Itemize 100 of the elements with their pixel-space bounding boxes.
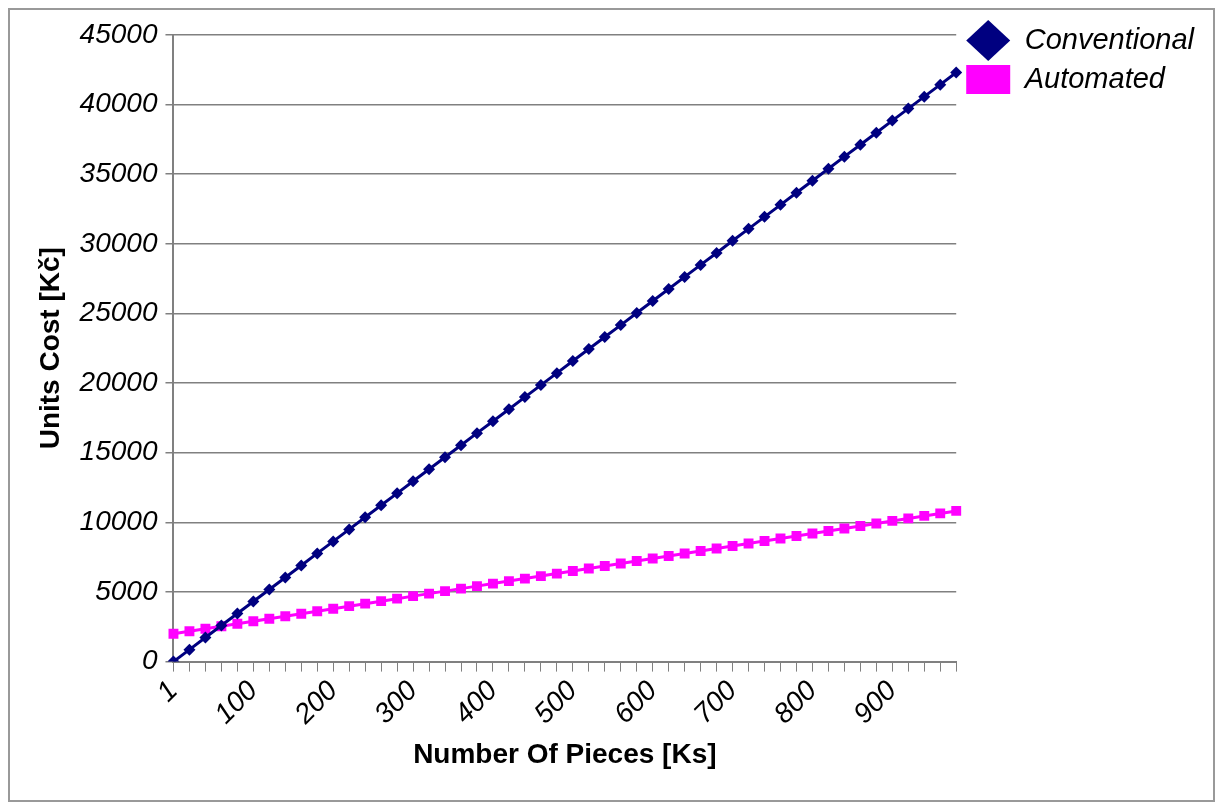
- x-tick-label: 200: [287, 674, 344, 730]
- point: [582, 343, 595, 356]
- point: [456, 583, 466, 594]
- point: [488, 578, 498, 589]
- point: [168, 628, 179, 639]
- point: [711, 543, 722, 554]
- point: [470, 427, 483, 440]
- point: [440, 586, 450, 597]
- point: [296, 608, 307, 619]
- x-tick-label: 800: [767, 674, 823, 730]
- legend-label: Automated: [1022, 61, 1166, 94]
- y-tick-label: 0: [141, 644, 158, 676]
- y-tick-label: 5000: [95, 574, 158, 606]
- point: [822, 162, 835, 175]
- point: [759, 536, 770, 546]
- point: [871, 518, 882, 529]
- point: [408, 591, 419, 602]
- point: [951, 505, 962, 516]
- point: [567, 566, 578, 577]
- y-tick-label: 30000: [79, 226, 158, 258]
- y-tick-label: 20000: [78, 365, 158, 397]
- point: [599, 561, 610, 571]
- y-tick-label: 45000: [79, 17, 158, 49]
- point: [183, 643, 196, 656]
- point: [678, 270, 691, 283]
- point: [887, 515, 898, 526]
- point: [312, 606, 323, 617]
- point: [391, 487, 404, 500]
- point: [534, 379, 547, 392]
- point: [790, 186, 803, 199]
- point: [854, 138, 867, 151]
- point: [935, 508, 946, 519]
- point: [647, 553, 658, 564]
- point: [646, 294, 659, 307]
- x-tick-label: 600: [607, 674, 663, 730]
- point: [727, 541, 738, 551]
- point: [870, 126, 883, 139]
- point: [407, 475, 420, 488]
- point: [248, 616, 259, 627]
- point: [791, 531, 802, 541]
- point: [918, 90, 931, 103]
- point: [328, 603, 339, 614]
- x-tick-label: 400: [447, 674, 504, 730]
- point: [472, 581, 482, 592]
- point: [455, 439, 467, 452]
- point: [327, 535, 340, 548]
- point: [264, 613, 275, 624]
- point: [376, 596, 387, 607]
- point: [392, 593, 403, 604]
- point: [758, 210, 771, 223]
- point: [598, 331, 611, 344]
- point: [199, 631, 212, 644]
- point: [886, 114, 899, 127]
- point: [247, 595, 260, 608]
- y-tick-label: 15000: [79, 435, 158, 467]
- point: [535, 571, 546, 582]
- y-tick-label: 10000: [79, 505, 158, 537]
- point: [807, 528, 818, 539]
- y-tick-label: 25000: [78, 296, 158, 328]
- point: [614, 319, 627, 332]
- point: [662, 283, 675, 296]
- y-axis-title: Units Cost [Kč]: [33, 247, 65, 450]
- point: [679, 548, 690, 559]
- point: [903, 513, 914, 524]
- point: [550, 367, 563, 380]
- point: [311, 547, 324, 560]
- y-tick-label: 35000: [79, 156, 158, 188]
- point: [566, 355, 579, 368]
- point: [519, 573, 530, 584]
- point: [742, 222, 755, 235]
- y-tick-label: 40000: [79, 87, 158, 119]
- point: [902, 102, 915, 115]
- point: [359, 511, 372, 524]
- point: [486, 415, 499, 428]
- point: [551, 568, 562, 579]
- point: [583, 563, 594, 574]
- point: [839, 523, 850, 534]
- x-tick-label: 500: [527, 674, 583, 730]
- point: [360, 598, 371, 609]
- x-axis-title: Number Of Pieces [Ks]: [413, 737, 717, 769]
- point: [200, 623, 211, 634]
- point: [663, 551, 674, 561]
- point: [503, 576, 514, 587]
- point: [280, 611, 291, 622]
- point: [710, 246, 723, 259]
- point: [375, 499, 388, 512]
- point: [695, 546, 706, 556]
- x-tick-label: 100: [208, 674, 264, 730]
- x-tick-label: 1: [150, 674, 184, 708]
- point: [726, 234, 739, 247]
- point: [950, 66, 963, 79]
- point: [518, 391, 531, 404]
- point: [934, 78, 947, 91]
- point: [838, 150, 851, 163]
- point: [823, 526, 834, 536]
- point: [423, 463, 436, 476]
- point: [232, 618, 243, 629]
- point: [424, 588, 434, 599]
- point: [630, 306, 643, 319]
- point: [694, 258, 707, 271]
